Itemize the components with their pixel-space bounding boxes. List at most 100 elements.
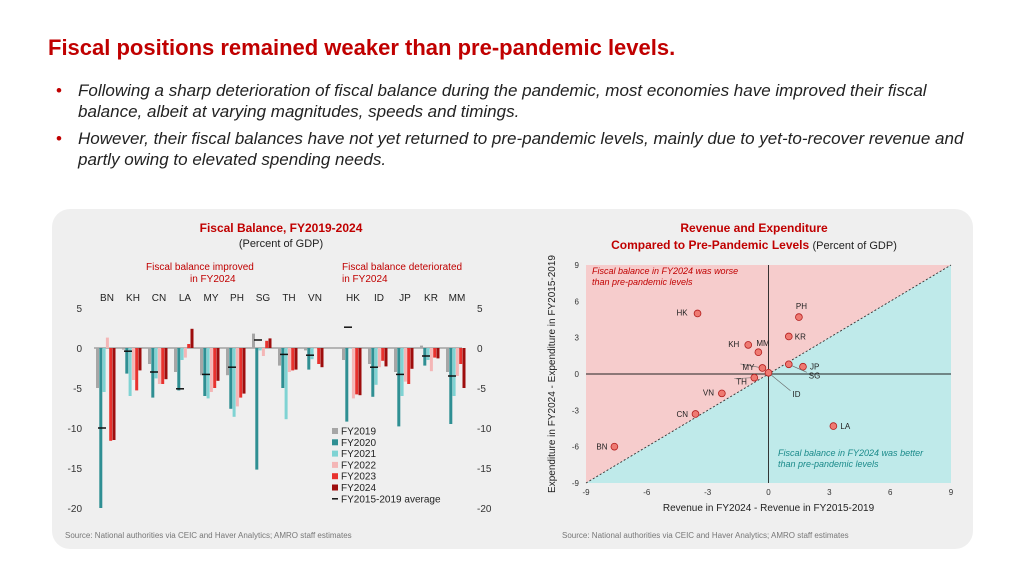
bar-fy2019-vn: [304, 348, 307, 351]
point-kh: [744, 341, 753, 349]
scatter-chart-source: Source: National authorities via CEIC an…: [562, 531, 849, 540]
bar-fy2021-bn: [102, 348, 106, 392]
point-label: HK: [677, 308, 689, 317]
bar-category-label: VN: [308, 293, 322, 304]
point-leader-line: [768, 372, 791, 392]
bar-fy2023-ph: [239, 348, 243, 398]
point-label: KR: [795, 332, 806, 341]
bar-y-tick-label-left: -20: [68, 504, 83, 515]
scatter-x-tick-label: -9: [582, 488, 590, 497]
legend-label: FY2020: [341, 438, 376, 449]
bar-fy2019-bn: [96, 348, 99, 388]
scatter-x-tick-label: 0: [766, 488, 771, 497]
point-cn: [691, 410, 700, 418]
bar-fy2023-sg: [265, 340, 269, 348]
bar-y-tick-label-left: -15: [68, 464, 83, 475]
bar-fy2021-kr: [426, 348, 430, 360]
scatter-x-tick-label: -6: [643, 488, 651, 497]
bar-fy2021-la: [180, 348, 184, 360]
point-hk: [693, 309, 702, 318]
scatter-y-axis-label: Expenditure in FY2024 - Expenditure in F…: [547, 255, 558, 493]
bullet-list: • Following a sharp deterioration of fisc…: [56, 80, 976, 176]
bar-fy2022-mm: [455, 348, 459, 376]
bar-fy2020-ph: [229, 348, 233, 409]
bar-y-tick-label-right: -15: [477, 464, 492, 475]
bar-y-tick-label-right: -5: [477, 384, 486, 395]
group-label-improved-line2: in FY2024: [190, 274, 236, 285]
point-label: SG: [809, 371, 821, 380]
scatter-x-tick-label: 3: [827, 488, 832, 497]
bar-category-label: MM: [449, 293, 466, 304]
bar-fy2020-my: [203, 348, 207, 396]
bar-fy2021-vn: [310, 348, 314, 360]
bar-category-label: JP: [399, 293, 411, 304]
bar-fy2021-my: [206, 348, 210, 399]
bar-chart-title: Fiscal Balance, FY2019-2024: [200, 221, 363, 235]
bar-fy2024-th: [294, 348, 298, 370]
bar-fy2020-kr: [423, 348, 427, 366]
bar-fy2024-la: [190, 328, 194, 348]
legend-swatch-fy2021: [332, 450, 338, 457]
scatter-x-tick-label: 9: [949, 488, 954, 497]
group-label-deteriorated: Fiscal balance deteriorated: [342, 262, 462, 273]
bar-fy2022-bn: [105, 337, 109, 348]
bullet-text: However, their fiscal balances have not …: [78, 129, 964, 169]
bar-fy2024-vn: [320, 348, 324, 368]
bar-fy2022-jp: [403, 348, 407, 382]
point-label: KH: [728, 340, 739, 349]
point-label: MY: [742, 363, 755, 372]
legend-label: FY2019: [341, 427, 376, 438]
worse-annotation: Fiscal balance in FY2024 was worse: [592, 266, 738, 276]
bar-fy2023-la: [187, 344, 191, 348]
bar-y-tick-label-left: 5: [76, 304, 82, 315]
bar-category-label: CN: [152, 293, 166, 304]
bar-fy2020-sg: [255, 348, 259, 470]
bar-y-tick-label-right: 5: [477, 304, 483, 315]
scatter-y-tick-label: 6: [575, 297, 580, 306]
bar-fy2020-hk: [345, 348, 349, 422]
scatter-chart-title: Revenue and Expenditure: [680, 221, 828, 235]
bar-category-label: HK: [346, 293, 360, 304]
bar-fy2020-vn: [307, 348, 311, 370]
bar-category-label: BN: [100, 293, 114, 304]
bar-fy2024-kh: [138, 348, 142, 371]
scatter-y-tick-label: -3: [572, 406, 580, 415]
bar-category-label: KH: [126, 293, 140, 304]
point-label: JP: [810, 363, 819, 372]
scatter-y-tick-label: -6: [572, 443, 580, 452]
bar-fy2022-vn: [313, 348, 317, 349]
legend-swatch-fy2023: [332, 473, 338, 480]
bar-fy2019-kr: [420, 345, 423, 348]
bar-fy2024-id: [384, 348, 388, 367]
bar-category-label: SG: [256, 293, 271, 304]
bar-fy2023-vn: [317, 348, 321, 364]
bar-fy2022-sg: [261, 348, 265, 356]
bar-fy2023-mm: [459, 348, 463, 364]
bar-category-label: KR: [424, 293, 438, 304]
bar-y-tick-label-left: -5: [73, 384, 82, 395]
point-bn: [610, 442, 619, 451]
bar-fy2022-kh: [131, 348, 135, 380]
point-label: PH: [796, 302, 807, 311]
bar-fy2019-mm: [446, 348, 449, 372]
bar-fy2020-cn: [151, 348, 155, 398]
bar-fy2020-la: [177, 348, 181, 391]
scatter-x-tick-label: 6: [888, 488, 893, 497]
bullet-marker: •: [56, 81, 62, 100]
bar-fy2023-cn: [161, 348, 165, 384]
scatter-y-tick-label: 9: [575, 261, 580, 270]
bullet-item: • Following a sharp deterioration of fisc…: [56, 80, 976, 122]
legend-swatch-fy2022: [332, 461, 338, 468]
bar-fy2022-my: [209, 348, 213, 392]
bar-fy2019-sg: [252, 333, 255, 348]
legend-label: FY2022: [341, 460, 376, 471]
bar-fy2021-cn: [154, 348, 158, 379]
bar-fy2020-kh: [125, 348, 129, 374]
point-label: ID: [793, 390, 801, 399]
point-vn: [718, 389, 726, 398]
bar-fy2020-th: [281, 348, 285, 388]
legend-label: FY2024: [341, 483, 376, 494]
bullet-item: • However, their fiscal balances have not…: [56, 128, 976, 170]
worse-annotation-line2: than pre-pandemic levels: [592, 277, 693, 287]
better-annotation-line2: than pre-pandemic levels: [778, 459, 879, 469]
